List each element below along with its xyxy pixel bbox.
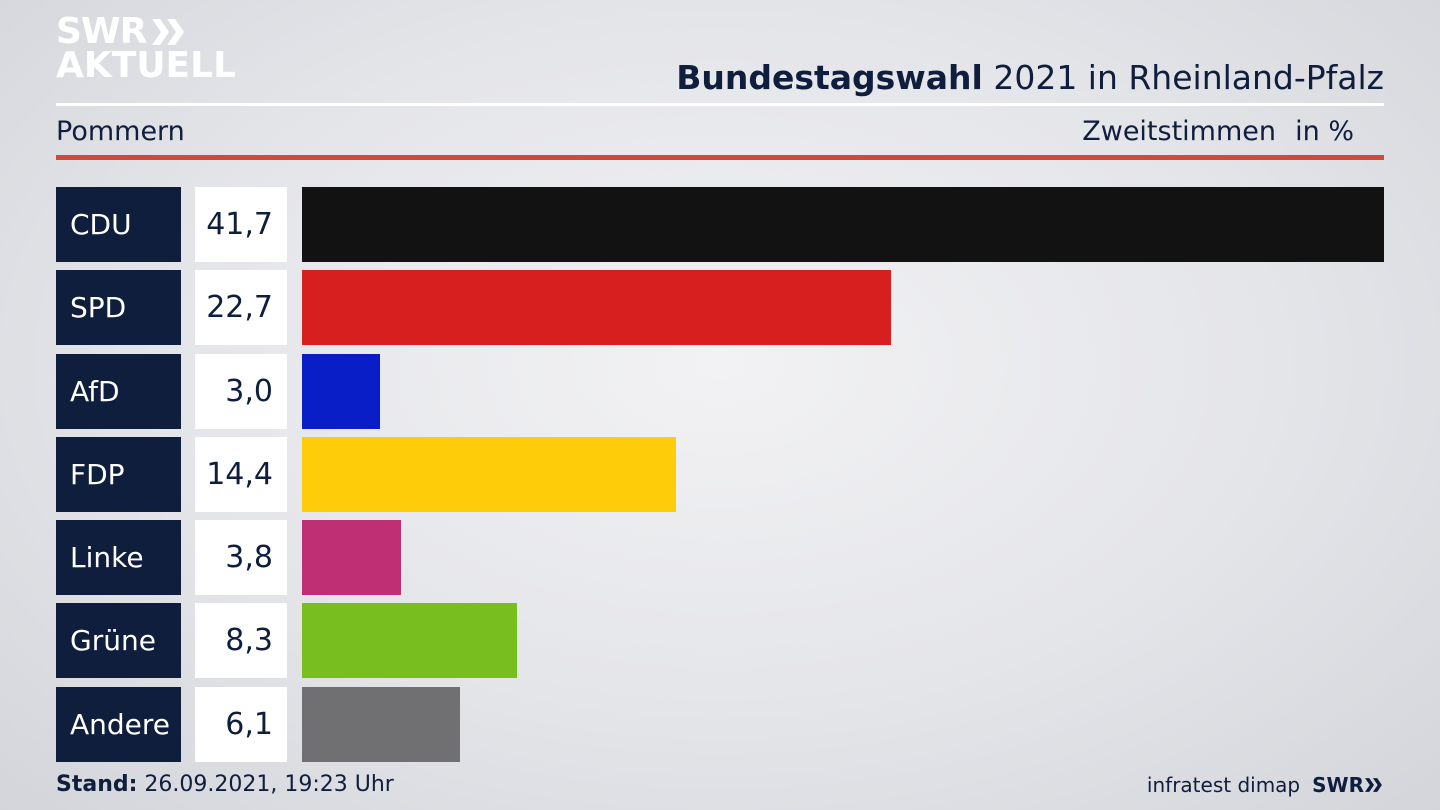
logo-line1: SWR bbox=[56, 11, 147, 52]
bar-row: Andere 6,1 bbox=[56, 686, 1384, 762]
value-label: 3,8 bbox=[195, 520, 287, 596]
bar bbox=[302, 436, 676, 512]
header-divider bbox=[56, 103, 1384, 106]
bar bbox=[302, 603, 518, 679]
bar bbox=[302, 686, 461, 762]
party-label: AfD bbox=[56, 353, 181, 429]
party-label: CDU bbox=[56, 187, 181, 262]
bar-row: Grüne 8,3 bbox=[56, 603, 1384, 679]
bar-track bbox=[302, 187, 1384, 262]
footer-brand: SWR bbox=[1312, 773, 1384, 797]
bar-row: AfD 3,0 bbox=[56, 353, 1384, 429]
source-label: infratest dimap bbox=[1146, 773, 1301, 797]
value-label: 41,7 bbox=[195, 187, 287, 262]
party-label: SPD bbox=[56, 270, 181, 346]
bar-chart: CDU 41,7 SPD 22,7 AfD 3,0 FDP 14,4 Linke 3,8 Grüne… bbox=[56, 187, 1384, 770]
party-label: Andere bbox=[56, 686, 181, 762]
footer-chevrons-icon bbox=[1365, 778, 1382, 792]
bar bbox=[302, 270, 891, 346]
bar-row: FDP 14,4 bbox=[56, 436, 1384, 512]
party-label: FDP bbox=[56, 436, 181, 512]
measure-label: Zweitstimmen bbox=[1082, 116, 1276, 147]
value-label: 14,4 bbox=[195, 436, 287, 512]
value-label: 22,7 bbox=[195, 270, 287, 346]
timestamp: Stand: 26.09.2021, 19:23 Uhr bbox=[56, 772, 394, 797]
bar-track bbox=[302, 353, 1384, 429]
page-title: Bundestagswahl 2021 in Rheinland-Pfalz bbox=[676, 58, 1384, 97]
swr-aktuell-logo: SWR AKTUELL bbox=[56, 14, 236, 84]
bar-track bbox=[302, 520, 1384, 596]
bar-row: Linke 3,8 bbox=[56, 520, 1384, 596]
bar-track bbox=[302, 686, 1384, 762]
stand-value: 26.09.2021, 19:23 Uhr bbox=[137, 772, 394, 797]
source-credit: infratest dimap SWR bbox=[1147, 773, 1384, 797]
title-rest: 2021 in Rheinland-Pfalz bbox=[982, 58, 1384, 97]
party-label: Grüne bbox=[56, 603, 181, 679]
logo-line2: AKTUELL bbox=[56, 45, 237, 86]
accent-divider bbox=[56, 155, 1384, 160]
value-label: 3,0 bbox=[195, 353, 287, 429]
bar-row: SPD 22,7 bbox=[56, 270, 1384, 346]
bar-track bbox=[302, 270, 1384, 346]
chevrons-icon bbox=[152, 19, 185, 45]
bar-track bbox=[302, 603, 1384, 679]
title-bold: Bundestagswahl bbox=[676, 58, 983, 97]
bar bbox=[302, 353, 380, 429]
stand-label: Stand: bbox=[56, 772, 138, 797]
bar bbox=[302, 187, 1384, 262]
footer-brand-label: SWR bbox=[1312, 773, 1364, 797]
bar bbox=[302, 520, 401, 596]
region-label: Pommern bbox=[56, 116, 185, 147]
value-label: 6,1 bbox=[195, 686, 287, 762]
bar-track bbox=[302, 436, 1384, 512]
unit-label: in % bbox=[1295, 116, 1354, 147]
bar-row: CDU 41,7 bbox=[56, 187, 1384, 262]
party-label: Linke bbox=[56, 520, 181, 596]
value-label: 8,3 bbox=[195, 603, 287, 679]
